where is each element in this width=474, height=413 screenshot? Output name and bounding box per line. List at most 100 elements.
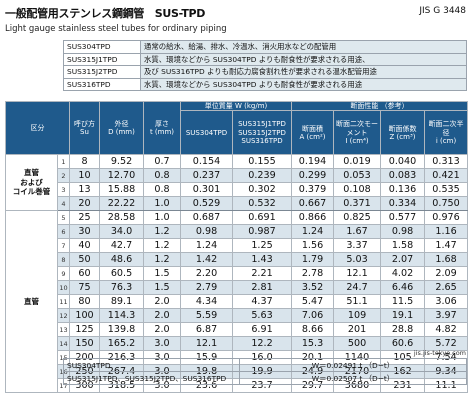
- row-number: 9: [57, 266, 70, 282]
- formula-row: SUS304TPD W＝0.02491 t （D−t）: [63, 358, 467, 372]
- cell-d: 60.5: [99, 266, 144, 282]
- cell-su: 10: [69, 168, 100, 184]
- page-title: 一般配管用ステンレス鋼鋼管 SUS-TPD: [5, 7, 206, 20]
- row-number: 4: [57, 196, 70, 212]
- cell-t: 2.0: [143, 322, 181, 338]
- cell-i: 201: [333, 322, 382, 338]
- cell-i: 51.1: [333, 294, 382, 310]
- cell-z: 6.46: [380, 280, 426, 296]
- cell-i: 3.37: [333, 238, 382, 254]
- table-row: 11 80 89.1 2.0 4.34 4.37 5.47 51.1 11.5 3.06: [6, 294, 469, 310]
- header-modulus-unit: Z (cm³): [389, 132, 416, 141]
- cell-t: 0.7: [143, 154, 181, 170]
- cell-su: 30: [69, 224, 100, 240]
- cell-d: 28.58: [99, 210, 144, 226]
- header-od-label: 外径: [114, 119, 129, 128]
- cell-r: 4.82: [424, 322, 469, 338]
- cell-a: 15.3: [291, 336, 335, 352]
- cell-i: 0.825: [333, 210, 382, 226]
- cell-i: 109: [333, 308, 382, 324]
- cell-i: 24.7: [333, 280, 382, 296]
- cell-t: 2.0: [143, 308, 181, 324]
- header-mass-group: 単位質量 W (kg/m): [179, 100, 293, 112]
- cell-w304: 2.79: [180, 280, 233, 296]
- header-mass-other-2: SUS315J2TPD: [238, 128, 286, 137]
- formula-row: SUS315J1TPD、SUS315J2TPD、SUS316TPD W＝0.02…: [63, 371, 467, 385]
- cell-w304: 0.687: [180, 210, 233, 226]
- cell-z: 0.040: [380, 154, 426, 170]
- header-nominal: 呼び方 Su: [69, 100, 100, 156]
- cell-d: 114.3: [99, 308, 144, 324]
- cell-wo: 1.25: [231, 238, 293, 254]
- cell-su: 80: [69, 294, 100, 310]
- cell-t: 2.0: [143, 294, 181, 310]
- header-thickness: 厚さ t (mm): [143, 100, 181, 156]
- cell-a: 8.66: [291, 322, 335, 338]
- cell-z: 60.6: [380, 336, 426, 352]
- class-coil-label: および: [20, 177, 43, 187]
- header-mass-other: SUS315J1TPD SUS315J2TPD SUS316TPD: [231, 110, 293, 156]
- header-radius-label: 断面二次半径: [428, 120, 464, 137]
- table-row: 6 30 34.0 1.2 0.98 0.987 1.24 1.67 0.98 1.16: [6, 224, 469, 240]
- cell-t: 1.5: [143, 266, 181, 282]
- cell-su: 75: [69, 280, 100, 296]
- cell-d: 139.8: [99, 322, 144, 338]
- cell-a: 2.78: [291, 266, 335, 282]
- grade-description: 通常の給水、給湯、排水、冷温水、消火用水などの配管用: [140, 40, 467, 54]
- cell-su: 50: [69, 252, 100, 268]
- cell-su: 13: [69, 182, 100, 198]
- cell-a: 1.79: [291, 252, 335, 268]
- cell-d: 15.88: [99, 182, 144, 198]
- header-thickness-unit: t (mm): [149, 128, 175, 137]
- mass-formula-table: SUS304TPD W＝0.02491 t （D−t） SUS315J1TPD、…: [63, 358, 467, 385]
- cell-w304: 5.59: [180, 308, 233, 324]
- table-row: 7 40 42.7 1.2 1.24 1.25 1.56 3.37 1.58 1.47: [6, 238, 469, 254]
- table-row: 直管 5 25 28.58 1.0 0.687 0.691 0.866 0.825 0.577 0.…: [5, 210, 469, 394]
- cell-w304: 0.301: [180, 182, 233, 198]
- row-number: 12: [57, 308, 70, 324]
- grade-code: SUS315J2TPD: [63, 65, 141, 79]
- table-row: 2 10 12.70 0.8 0.237 0.239 0.299 0.053 0.083 0.42…: [6, 168, 469, 184]
- cell-i: 12.1: [333, 266, 382, 282]
- cell-wo: 0.987: [231, 224, 293, 240]
- row-number: 8: [57, 252, 70, 268]
- cell-r: 1.16: [424, 224, 469, 240]
- cell-d: 42.7: [99, 238, 144, 254]
- cell-w304: 4.34: [180, 294, 233, 310]
- cell-wo: 2.21: [231, 266, 293, 282]
- cell-r: 0.421: [424, 168, 469, 184]
- cell-z: 0.083: [380, 168, 426, 184]
- row-number: 1: [57, 154, 70, 170]
- row-number: 11: [57, 294, 70, 310]
- cell-wo: 2.81: [231, 280, 293, 296]
- header-nominal-label: 呼び方: [74, 119, 95, 128]
- cell-d: 12.70: [99, 168, 144, 184]
- table-row: 3 13 15.88 0.8 0.301 0.302 0.379 0.108 0.136 0.53…: [6, 182, 469, 198]
- standard-number: JIS G 3448: [419, 6, 466, 16]
- row-number: 13: [57, 322, 70, 338]
- cell-d: 22.22: [99, 196, 144, 212]
- cell-w304: 6.87: [180, 322, 233, 338]
- cell-wo: 0.155: [231, 154, 293, 170]
- cell-w304: 0.154: [180, 154, 233, 170]
- table-row: 12 100 114.3 2.0 5.59 5.63 7.06 109 19.1 3.97: [6, 308, 469, 324]
- row-number: 2: [57, 168, 70, 184]
- cell-r: 1.47: [424, 238, 469, 254]
- dimensions-table: 区分 呼び方 Su 外径 D (mm) 厚さ t (mm) 単位質量 W (kg…: [5, 100, 469, 394]
- page-subtitle: Light gauge stainless steel tubes for or…: [5, 24, 227, 34]
- cell-wo: 0.532: [231, 196, 293, 212]
- cell-su: 150: [69, 336, 100, 352]
- cell-z: 4.02: [380, 266, 426, 282]
- cell-r: 1.68: [424, 252, 469, 268]
- cell-w304: 12.1: [180, 336, 233, 352]
- grade-note-row: SUS304TPD 通常の給水、給湯、排水、冷温水、消火用水などの配管用: [63, 40, 467, 54]
- cell-r: 3.06: [424, 294, 469, 310]
- cell-t: 1.2: [143, 252, 181, 268]
- cell-w304: 0.98: [180, 224, 233, 240]
- cell-a: 1.24: [291, 224, 335, 240]
- cell-a: 0.667: [291, 196, 335, 212]
- cell-wo: 12.2: [231, 336, 293, 352]
- cell-su: 125: [69, 322, 100, 338]
- grade-description: 水質、環境などから SUS304TPD よりも耐食性が要求される用途: [140, 77, 467, 91]
- header-modulus: 断面係数 Z (cm³): [380, 110, 426, 156]
